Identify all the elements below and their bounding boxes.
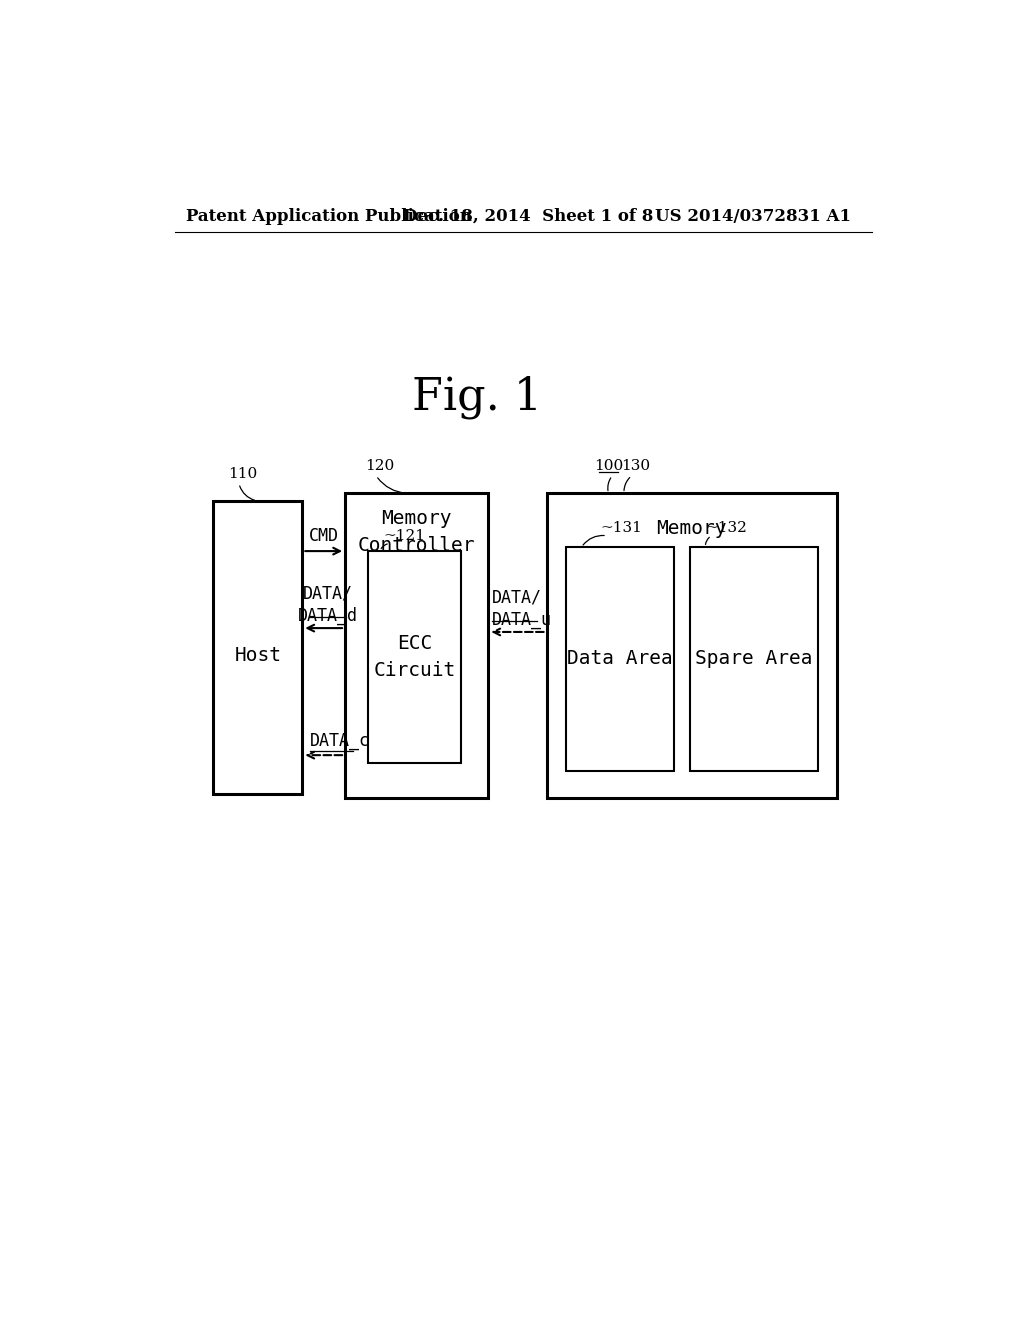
Bar — [547, 494, 838, 797]
Text: US 2014/0372831 A1: US 2014/0372831 A1 — [655, 207, 851, 224]
Text: Host: Host — [234, 645, 282, 664]
Text: Dec. 18, 2014  Sheet 1 of 8: Dec. 18, 2014 Sheet 1 of 8 — [403, 207, 653, 224]
Bar — [369, 552, 461, 763]
Bar — [690, 548, 818, 771]
Bar — [345, 494, 488, 797]
Text: ~131: ~131 — [601, 521, 643, 535]
Text: ECC
Circuit: ECC Circuit — [374, 634, 456, 680]
Text: 130: 130 — [622, 459, 650, 474]
Text: CMD: CMD — [308, 527, 339, 545]
Text: Memory
Controller: Memory Controller — [358, 510, 475, 554]
Text: Memory: Memory — [656, 519, 727, 537]
Text: DATA/
DATA_u: DATA/ DATA_u — [493, 589, 552, 630]
Bar — [566, 548, 675, 771]
Text: DATA_c: DATA_c — [310, 733, 370, 750]
Text: Patent Application Publication: Patent Application Publication — [186, 207, 472, 224]
Text: 110: 110 — [228, 467, 257, 480]
Text: Fig. 1: Fig. 1 — [412, 375, 542, 418]
Bar — [213, 502, 302, 793]
Text: 120: 120 — [366, 459, 394, 474]
Text: 100: 100 — [594, 459, 624, 474]
Text: ~132: ~132 — [706, 521, 748, 535]
Text: DATA/
DATA_d: DATA/ DATA_d — [298, 585, 357, 626]
Text: Spare Area: Spare Area — [695, 649, 813, 668]
Text: ~121: ~121 — [384, 529, 426, 543]
Text: Data Area: Data Area — [567, 649, 673, 668]
